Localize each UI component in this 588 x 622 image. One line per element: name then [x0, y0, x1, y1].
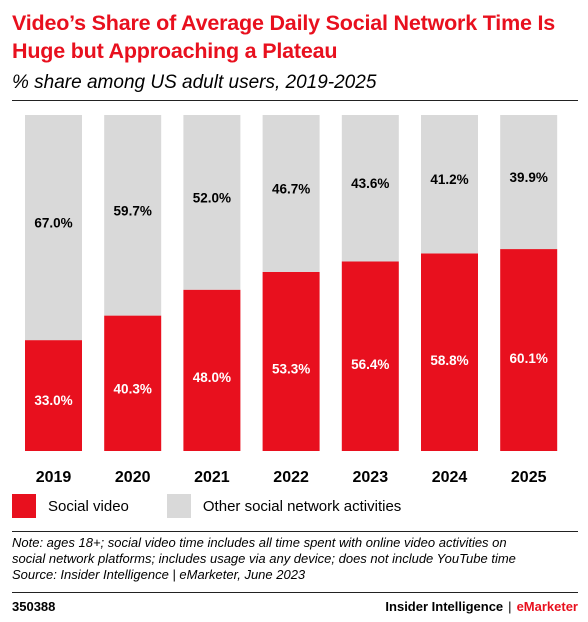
x-tick-label: 2022 [273, 469, 309, 486]
bar-social-video [341, 261, 399, 451]
footer-divider [12, 592, 578, 593]
data-label-social-video: 33.0% [34, 393, 72, 408]
brand-emarketer: eMarketer [516, 599, 578, 614]
data-label-social-video: 53.3% [272, 362, 310, 377]
bar-other-activities [500, 115, 558, 250]
legend-label-social-video: Social video [48, 497, 129, 515]
stacked-bar-chart: 33.0% 67.0% 2019 40.3% 59.7% 2020 48.0% 52.0% 20… [25, 115, 558, 486]
data-label-social-video: 48.0% [193, 370, 231, 385]
bar-other-activities [183, 115, 241, 290]
legend-swatch-social-video [12, 494, 36, 518]
x-tick-label: 2021 [194, 469, 230, 486]
chart-id: 350388 [12, 599, 56, 614]
data-label-other-activities: 43.6% [351, 176, 389, 191]
x-tick-label: 2025 [511, 469, 547, 486]
brand-logo: Insider Intelligence | eMarketer [385, 599, 578, 614]
data-label-other-activities: 59.7% [114, 203, 152, 218]
data-label-other-activities: 67.0% [34, 216, 72, 231]
note-line: social network platforms; includes usage… [12, 551, 516, 566]
data-label-social-video: 60.1% [510, 351, 548, 366]
bar-other-activities [262, 115, 320, 272]
chart-title: Video’s Share of Average Daily Social Ne… [12, 11, 556, 63]
bar-social-video [25, 340, 82, 451]
x-tick-label: 2019 [36, 469, 72, 486]
legend-item-social-video: Social video [12, 494, 129, 518]
data-label-social-video: 56.4% [351, 357, 389, 372]
data-label-other-activities: 41.2% [430, 172, 468, 187]
bar-social-video [500, 249, 558, 451]
legend-item-other-activities: Other social network activities [166, 494, 402, 518]
bar-social-video [421, 253, 478, 451]
bar-social-video [262, 271, 320, 451]
x-tick-label: 2024 [432, 469, 468, 486]
chart-subtitle: % share among US adult users, 2019-2025 [12, 72, 377, 93]
brand-name: Insider Intelligence [385, 599, 504, 614]
bar-other-activities [104, 115, 162, 316]
data-label-social-video: 40.3% [114, 382, 152, 397]
bar-other-activities [341, 115, 399, 262]
bar-social-video [183, 289, 241, 451]
note-line: Note: ages 18+; social video time includ… [12, 535, 507, 550]
brand-separator: | [508, 599, 512, 614]
bar-other-activities [421, 115, 478, 254]
source-note: Note: ages 18+; social video time includ… [12, 535, 582, 583]
data-label-other-activities: 46.7% [272, 181, 310, 196]
bar-social-video [104, 315, 162, 451]
x-tick-label: 2023 [353, 469, 389, 486]
data-label-other-activities: 39.9% [510, 170, 548, 185]
x-tick-label: 2020 [115, 469, 151, 486]
title-divider [12, 100, 578, 101]
legend: Social video Other social network activi… [12, 493, 439, 519]
legend-label-other-activities: Other social network activities [202, 497, 402, 515]
legend-swatch-other-activities [166, 494, 191, 518]
data-label-social-video: 58.8% [430, 353, 468, 368]
source-line: Source: Insider Intelligence | eMarketer… [12, 567, 306, 582]
data-label-other-activities: 52.0% [193, 190, 231, 205]
note-divider [12, 531, 578, 532]
bar-other-activities [25, 115, 82, 341]
